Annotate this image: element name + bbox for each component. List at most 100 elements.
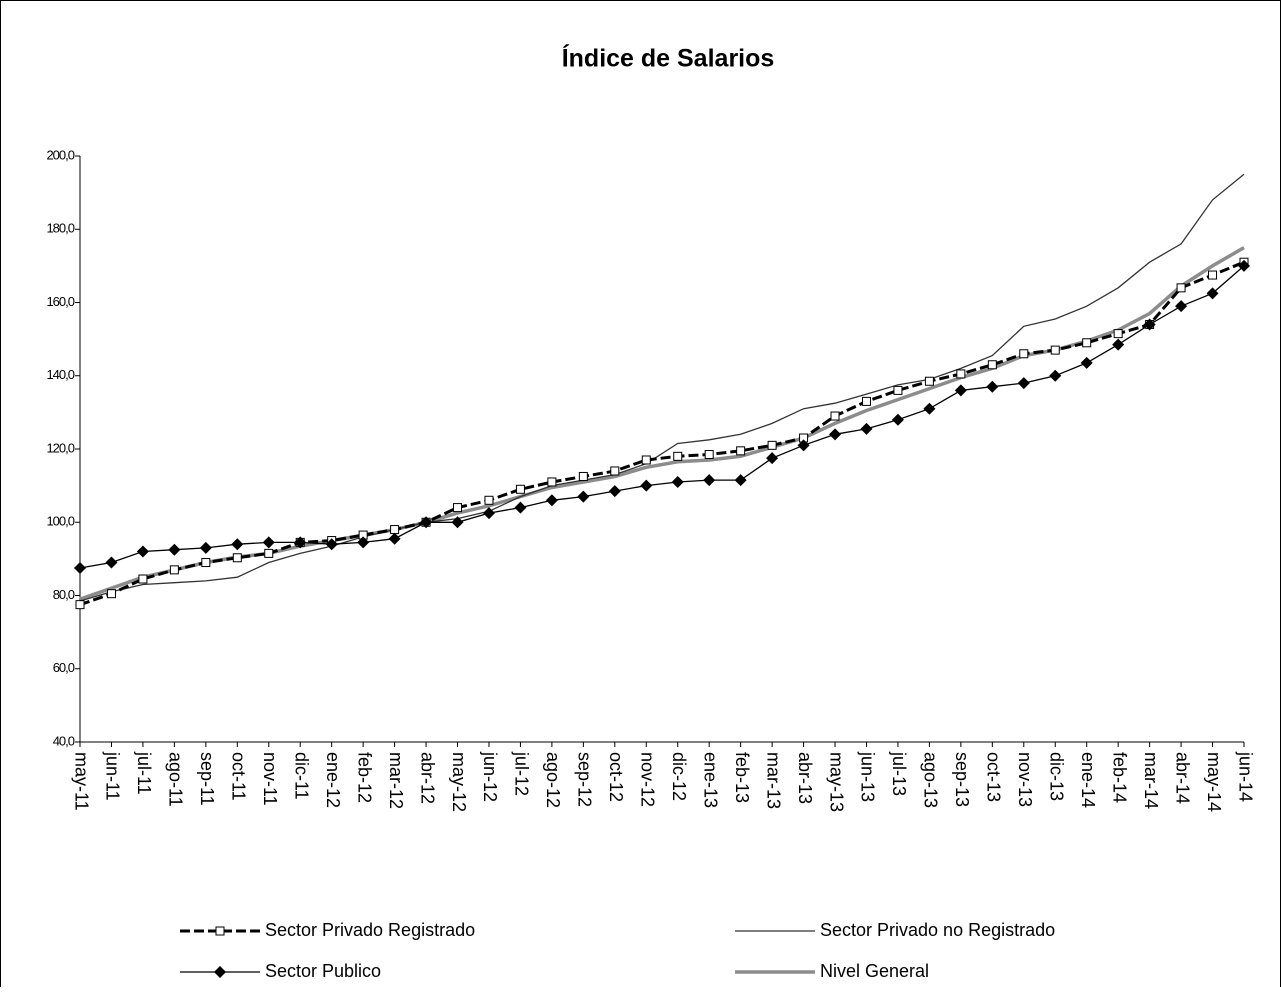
point-marker xyxy=(388,532,401,545)
point-marker xyxy=(577,490,590,503)
point-marker xyxy=(641,455,651,465)
x-tick-label: jun-14 xyxy=(1235,751,1255,802)
y-tick-label: 200,0 xyxy=(46,147,74,162)
point-marker xyxy=(1206,287,1219,300)
point-marker xyxy=(294,536,307,549)
point-marker xyxy=(987,360,997,370)
x-tick-label: oct-11 xyxy=(229,752,249,801)
point-marker xyxy=(214,966,226,978)
x-tick-label: jul-11 xyxy=(134,751,154,795)
legend-label: Sector Publico xyxy=(265,961,381,981)
point-marker xyxy=(545,494,558,507)
x-tick-label: mar-12 xyxy=(386,752,406,809)
point-marker xyxy=(106,589,116,599)
point-marker xyxy=(1113,329,1123,339)
point-marker xyxy=(1017,377,1030,390)
x-tick-label: sep-12 xyxy=(575,752,595,807)
point-marker xyxy=(1175,300,1188,313)
point-marker xyxy=(1208,270,1218,280)
point-marker xyxy=(75,600,85,610)
chart-title: Índice de Salarios xyxy=(562,44,775,73)
point-marker xyxy=(1176,283,1186,293)
y-tick-label: 140,0 xyxy=(46,367,74,382)
point-marker xyxy=(168,543,181,556)
y-tick-label: 120,0 xyxy=(46,440,74,455)
x-tick-label: feb-13 xyxy=(732,752,752,803)
legend-label: Sector Privado Registrado xyxy=(265,920,475,940)
point-marker xyxy=(924,376,934,386)
x-tick-label: ago-13 xyxy=(921,752,941,808)
point-marker xyxy=(578,471,588,481)
point-marker xyxy=(736,446,746,456)
x-tick-label: ene-13 xyxy=(700,752,720,808)
x-tick-label: nov-11 xyxy=(260,752,280,806)
x-tick-label: oct-13 xyxy=(984,752,1004,802)
x-tick-label: jul-12 xyxy=(512,751,532,796)
point-marker xyxy=(830,411,840,421)
point-marker xyxy=(357,536,370,549)
point-marker xyxy=(954,384,967,397)
series-line xyxy=(79,260,1245,607)
point-marker xyxy=(861,396,871,406)
x-tick-label: ene-12 xyxy=(323,752,343,808)
x-tick-label: jun-12 xyxy=(480,751,500,802)
point-marker xyxy=(547,477,557,487)
x-tick-label: dic-12 xyxy=(669,752,689,801)
point-marker xyxy=(1049,369,1062,382)
point-marker xyxy=(514,501,527,514)
x-tick-label: abr-12 xyxy=(417,752,437,804)
point-marker xyxy=(1238,259,1250,272)
y-tick-label: 160,0 xyxy=(46,294,74,309)
y-tick-label: 40,0 xyxy=(53,733,75,748)
x-tick-label: nov-12 xyxy=(638,752,658,807)
y-tick-label: 60,0 xyxy=(53,660,75,675)
legend-label: Nivel General xyxy=(820,961,929,981)
x-tick-label: ago-12 xyxy=(543,752,563,808)
x-tick-label: dic-13 xyxy=(1046,752,1066,801)
point-marker xyxy=(482,507,495,520)
point-marker xyxy=(1143,318,1156,331)
x-tick-label: ago-11 xyxy=(166,752,186,807)
point-marker xyxy=(199,541,212,554)
point-marker xyxy=(767,440,777,450)
y-tick-label: 80,0 xyxy=(53,587,75,602)
point-marker xyxy=(264,548,274,558)
point-marker xyxy=(704,449,714,459)
x-tick-label: sep-11 xyxy=(197,752,217,806)
legend-label: Sector Privado no Registrado xyxy=(820,920,1055,940)
x-tick-label: jul-13 xyxy=(889,751,909,796)
x-tick-label: may-13 xyxy=(826,752,846,812)
point-marker xyxy=(1082,338,1092,348)
point-marker xyxy=(484,495,494,505)
point-marker xyxy=(893,385,903,395)
point-marker xyxy=(608,485,621,498)
point-marker xyxy=(74,562,86,575)
point-marker xyxy=(640,479,653,492)
point-marker xyxy=(515,484,525,494)
y-tick-label: 180,0 xyxy=(46,221,74,236)
x-tick-label: sep-13 xyxy=(952,752,972,807)
point-marker xyxy=(231,538,244,551)
point-marker xyxy=(1080,356,1093,369)
point-marker xyxy=(956,369,966,379)
point-marker xyxy=(860,422,873,435)
point-marker xyxy=(105,556,118,569)
point-marker xyxy=(734,474,747,487)
x-tick-label: may-14 xyxy=(1204,752,1224,812)
x-tick-label: ene-14 xyxy=(1078,752,1098,808)
point-marker xyxy=(201,558,211,568)
point-marker xyxy=(671,475,684,488)
point-marker xyxy=(262,536,275,549)
point-marker xyxy=(1112,338,1125,351)
point-marker xyxy=(829,428,842,441)
x-tick-label: mar-14 xyxy=(1141,752,1161,809)
point-marker xyxy=(169,565,179,575)
x-tick-label: jun-13 xyxy=(858,751,878,802)
point-marker xyxy=(610,466,620,476)
point-marker xyxy=(891,413,904,426)
x-tick-label: dic-11 xyxy=(291,752,311,800)
point-marker xyxy=(766,452,779,465)
series-line xyxy=(79,173,1245,602)
